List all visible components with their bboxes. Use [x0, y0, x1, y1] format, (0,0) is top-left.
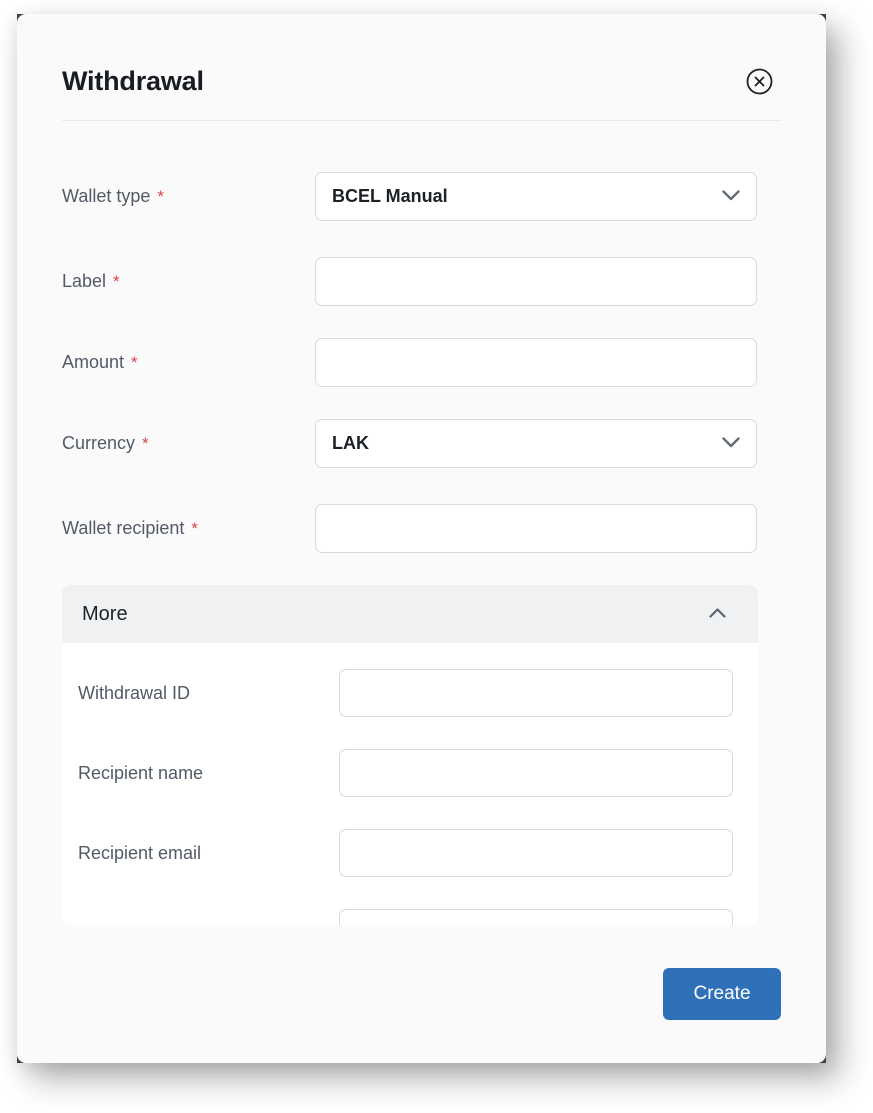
currency-value: LAK [332, 433, 369, 453]
form-row-currency: Currency * LAK [62, 419, 757, 468]
required-asterisk: * [131, 353, 138, 372]
more-row-withdrawal-id: Withdrawal ID [78, 669, 733, 717]
wallet-recipient-input[interactable] [315, 504, 757, 553]
wallet-type-label: Wallet type * [62, 186, 315, 207]
withdrawal-modal: Withdrawal Wallet type * BCEL Manual [17, 14, 826, 1063]
create-button[interactable]: Create [663, 968, 781, 1020]
modal-header: Withdrawal [62, 66, 781, 97]
clipped-field-input[interactable] [339, 909, 733, 925]
more-section-toggle[interactable]: More [62, 585, 758, 643]
modal-footer: Create [62, 968, 781, 1020]
withdrawal-id-label: Withdrawal ID [78, 682, 191, 703]
more-row-recipient-email: Recipient email [78, 829, 733, 877]
chevron-down-icon [722, 188, 740, 206]
recipient-email-input[interactable] [339, 829, 733, 877]
amount-label: Amount * [62, 352, 315, 373]
label-text: Amount [62, 352, 125, 372]
wallet-type-select[interactable]: BCEL Manual [315, 172, 757, 221]
amount-input[interactable] [315, 338, 757, 387]
label-text: Wallet type [62, 186, 151, 206]
required-asterisk: * [157, 187, 164, 206]
label-text: Label [62, 271, 107, 291]
recipient-name-input[interactable] [339, 749, 733, 797]
form-row-label: Label * [62, 257, 757, 306]
wallet-recipient-label: Wallet recipient * [62, 518, 315, 539]
currency-label: Currency * [62, 433, 315, 454]
form-row-wallet-recipient: Wallet recipient * [62, 504, 757, 553]
label-text: Wallet recipient [62, 518, 185, 538]
more-row-recipient-name: Recipient name [78, 749, 733, 797]
wallet-type-value: BCEL Manual [332, 186, 448, 206]
label-field-label: Label * [62, 271, 315, 292]
more-panel: More Withdrawal ID Recipient name Recipi… [62, 585, 758, 925]
recipient-email-label: Recipient email [78, 842, 202, 863]
header-divider [62, 120, 781, 121]
required-asterisk: * [113, 272, 120, 291]
modal-title: Withdrawal [62, 66, 204, 96]
more-section-title: More [82, 602, 128, 625]
form-row-wallet-type: Wallet type * BCEL Manual [62, 172, 757, 221]
more-section-content: Withdrawal ID Recipient name Recipient e… [62, 643, 758, 925]
withdrawal-form: Wallet type * BCEL Manual Label * [17, 172, 826, 553]
currency-select[interactable]: LAK [315, 419, 757, 468]
required-asterisk: * [142, 434, 149, 453]
close-button[interactable] [746, 68, 773, 95]
form-row-amount: Amount * [62, 338, 757, 387]
withdrawal-id-input[interactable] [339, 669, 733, 717]
recipient-name-label: Recipient name [78, 762, 204, 783]
required-asterisk: * [191, 519, 199, 538]
label-input[interactable] [315, 257, 757, 306]
label-text: Currency [62, 433, 136, 453]
chevron-up-icon [709, 605, 726, 623]
chevron-down-icon [722, 435, 740, 453]
more-row-clipped [78, 909, 733, 925]
circle-x-icon [746, 68, 773, 98]
